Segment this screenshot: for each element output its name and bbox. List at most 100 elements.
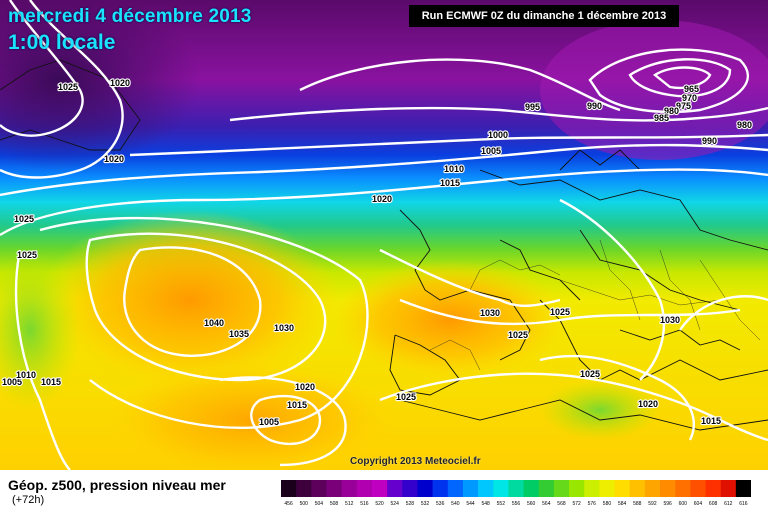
scale-tick-label: 544 bbox=[466, 501, 475, 507]
scale-tick-label: 608 bbox=[709, 501, 718, 507]
green-patch-west bbox=[0, 250, 80, 410]
isobar-label: 975 bbox=[676, 101, 691, 111]
scale-swatch bbox=[599, 480, 616, 497]
scale-tick-label: 572 bbox=[572, 501, 581, 507]
isobar-label: 1015 bbox=[41, 377, 61, 387]
scale-swatch bbox=[538, 480, 555, 497]
map-canvas: 1025 1020 1020 1025 1025 995 990 965 970… bbox=[0, 0, 768, 470]
isobar-label: 990 bbox=[702, 136, 717, 146]
scale-swatch bbox=[371, 480, 388, 497]
scale-tick-label: 568 bbox=[557, 501, 566, 507]
isobar-label: 1015 bbox=[440, 178, 460, 188]
scale-swatch bbox=[296, 480, 312, 497]
isobar-label: 970 bbox=[682, 93, 697, 103]
isobar-label: 1030 bbox=[480, 308, 500, 318]
scale-tick-label: 576 bbox=[588, 501, 597, 507]
scale-swatch bbox=[311, 480, 327, 497]
scale-swatch bbox=[356, 480, 373, 497]
scale-tick-label: 516 bbox=[360, 501, 369, 507]
isobar-label: 1030 bbox=[660, 315, 680, 325]
scale-tick-label: 500 bbox=[300, 501, 309, 507]
isobar-label: 1040 bbox=[204, 318, 224, 328]
isobar-label: 1020 bbox=[638, 399, 658, 409]
scale-swatch bbox=[553, 480, 570, 497]
isobar-label: 980 bbox=[664, 106, 679, 116]
scale-tick-label: 584 bbox=[618, 501, 627, 507]
scale-tick-label: 536 bbox=[436, 501, 445, 507]
scale-swatch bbox=[493, 480, 509, 497]
scale-swatch bbox=[281, 480, 297, 497]
legend-title: Géop. z500, pression niveau mer bbox=[8, 477, 226, 493]
isobar-label: 1015 bbox=[701, 416, 721, 426]
scale-tick-label: 556 bbox=[512, 501, 521, 507]
scale-swatch bbox=[675, 480, 691, 497]
scale-tick-label: 588 bbox=[633, 501, 642, 507]
model-run-label: Run ECMWF 0Z du dimanche 1 décembre 2013 bbox=[409, 5, 679, 27]
scale-swatch bbox=[432, 480, 449, 497]
isobar-label: 1025 bbox=[580, 369, 600, 379]
isobar-label: 1005 bbox=[481, 146, 501, 156]
copyright: Copyright 2013 Meteociel.fr bbox=[350, 456, 481, 467]
color-scale: 456 500 504 508 512 516 520 524 528 532 536 540 544 5… bbox=[281, 480, 751, 507]
isobar-label: 1020 bbox=[110, 78, 130, 88]
isobar-label: 1025 bbox=[14, 214, 34, 224]
isobar-label: 1015 bbox=[287, 400, 307, 410]
isobar-label: 1035 bbox=[229, 329, 249, 339]
scale-tick-label: 508 bbox=[330, 501, 339, 507]
isobar-label: 1025 bbox=[17, 250, 37, 260]
scale-tick-label: 616 bbox=[739, 501, 748, 507]
scale-tick-label: 528 bbox=[406, 501, 415, 507]
isobar-labels: 1025 1020 1020 1025 1025 995 990 965 970… bbox=[1, 77, 753, 428]
isobar-label: 1020 bbox=[104, 154, 124, 164]
scale-tick-label: 612 bbox=[724, 501, 733, 507]
scale-swatch bbox=[660, 480, 676, 497]
borders bbox=[429, 239, 761, 371]
isobar-label: 1020 bbox=[372, 194, 392, 204]
scale-swatch bbox=[341, 480, 358, 497]
scale-swatch bbox=[614, 480, 631, 497]
scale-tick-label: 564 bbox=[542, 501, 551, 507]
scale-tick-label: 504 bbox=[315, 501, 324, 507]
scale-tick-label: 552 bbox=[497, 501, 506, 507]
scale-tick-label: 512 bbox=[345, 501, 354, 507]
purple-low-area bbox=[540, 20, 768, 160]
isobar-label: 985 bbox=[654, 113, 669, 123]
isobar-label: 1010 bbox=[16, 370, 36, 380]
forecast-date: mercredi 4 décembre 2013 bbox=[8, 6, 252, 27]
dark-low-area bbox=[0, 0, 200, 170]
isobar-label: 1025 bbox=[550, 307, 570, 317]
isobar-label: 1025 bbox=[396, 392, 416, 402]
green-patch bbox=[540, 380, 660, 440]
scale-swatch bbox=[387, 480, 403, 497]
forecast-lead-time: (+72h) bbox=[12, 494, 45, 506]
scale-swatch bbox=[326, 480, 343, 497]
scale-swatch bbox=[417, 480, 434, 497]
scale-tick-label: 560 bbox=[527, 501, 536, 507]
scale-tick-label: 532 bbox=[421, 501, 430, 507]
scale-tick-label: 596 bbox=[663, 501, 672, 507]
ridge-iberia bbox=[330, 260, 570, 380]
isobar-label: 990 bbox=[587, 101, 602, 111]
scale-tick-label: 600 bbox=[679, 501, 688, 507]
isobar-label: 1005 bbox=[259, 417, 279, 427]
scale-swatch bbox=[447, 480, 464, 497]
scale-tick-label: 580 bbox=[603, 501, 612, 507]
scale-swatch bbox=[720, 480, 737, 497]
isobar-label: 1025 bbox=[58, 82, 78, 92]
scale-swatch bbox=[402, 480, 418, 497]
scale-tick-label: 604 bbox=[694, 501, 703, 507]
isobar-label: 1020 bbox=[295, 382, 315, 392]
scale-swatch bbox=[569, 480, 585, 497]
scale-tick-label: 592 bbox=[648, 501, 657, 507]
scale-swatch bbox=[462, 480, 479, 497]
scale-tick-label: 520 bbox=[375, 501, 384, 507]
isobar-label: 980 bbox=[737, 120, 752, 130]
ridge-west bbox=[40, 210, 340, 390]
scale-swatch bbox=[584, 480, 600, 497]
scale-swatch bbox=[690, 480, 707, 497]
scale-tick-label: 524 bbox=[391, 501, 400, 507]
isobar-label: 995 bbox=[525, 102, 540, 112]
forecast-time: 1:00 locale bbox=[8, 31, 116, 54]
isobar-label: 1005 bbox=[2, 377, 22, 387]
scale-swatch bbox=[629, 480, 646, 497]
